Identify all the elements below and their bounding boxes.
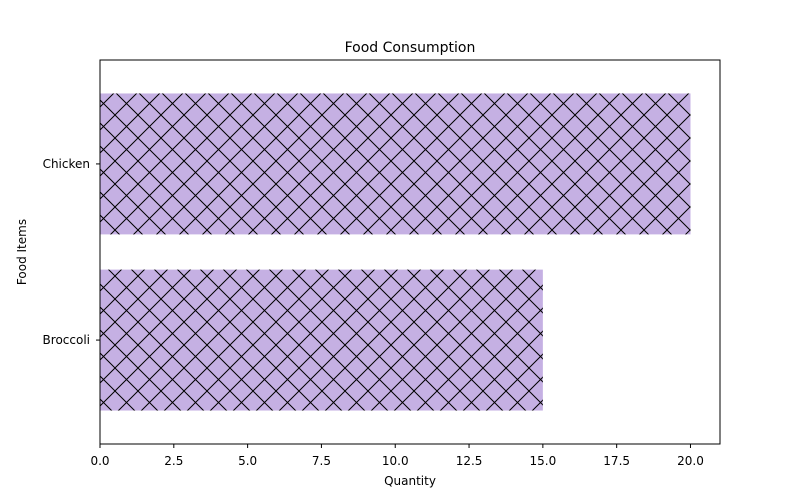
bar-hatch	[100, 269, 543, 411]
x-tick-label: 5.0	[238, 454, 257, 468]
chart-title: Food Consumption	[345, 40, 476, 56]
y-tick-label: Chicken	[43, 157, 90, 171]
x-tick-label: 17.5	[603, 454, 630, 468]
x-tick-label: 7.5	[312, 454, 331, 468]
y-axis-ticks: Broccoli Chicken	[43, 157, 100, 347]
x-tick-label: 15.0	[529, 454, 556, 468]
bars-group	[100, 93, 691, 411]
x-axis-ticks: 0.0 2.5 5.0 7.5 10.0 12.5 15.0 17.5 20.0	[90, 444, 704, 468]
y-axis-label: Food Items	[15, 219, 29, 285]
plot-frame	[99, 59, 721, 445]
x-tick-label: 12.5	[456, 454, 483, 468]
y-tick-label: Broccoli	[43, 333, 90, 347]
x-tick-label: 0.0	[90, 454, 109, 468]
x-tick-label: 10.0	[382, 454, 409, 468]
x-tick-label: 20.0	[677, 454, 704, 468]
bar-broccoli	[100, 269, 543, 411]
x-axis-label: Quantity	[384, 474, 436, 488]
bar-hatch	[100, 93, 691, 235]
bar-chicken	[100, 93, 691, 235]
x-tick-label: 2.5	[164, 454, 183, 468]
